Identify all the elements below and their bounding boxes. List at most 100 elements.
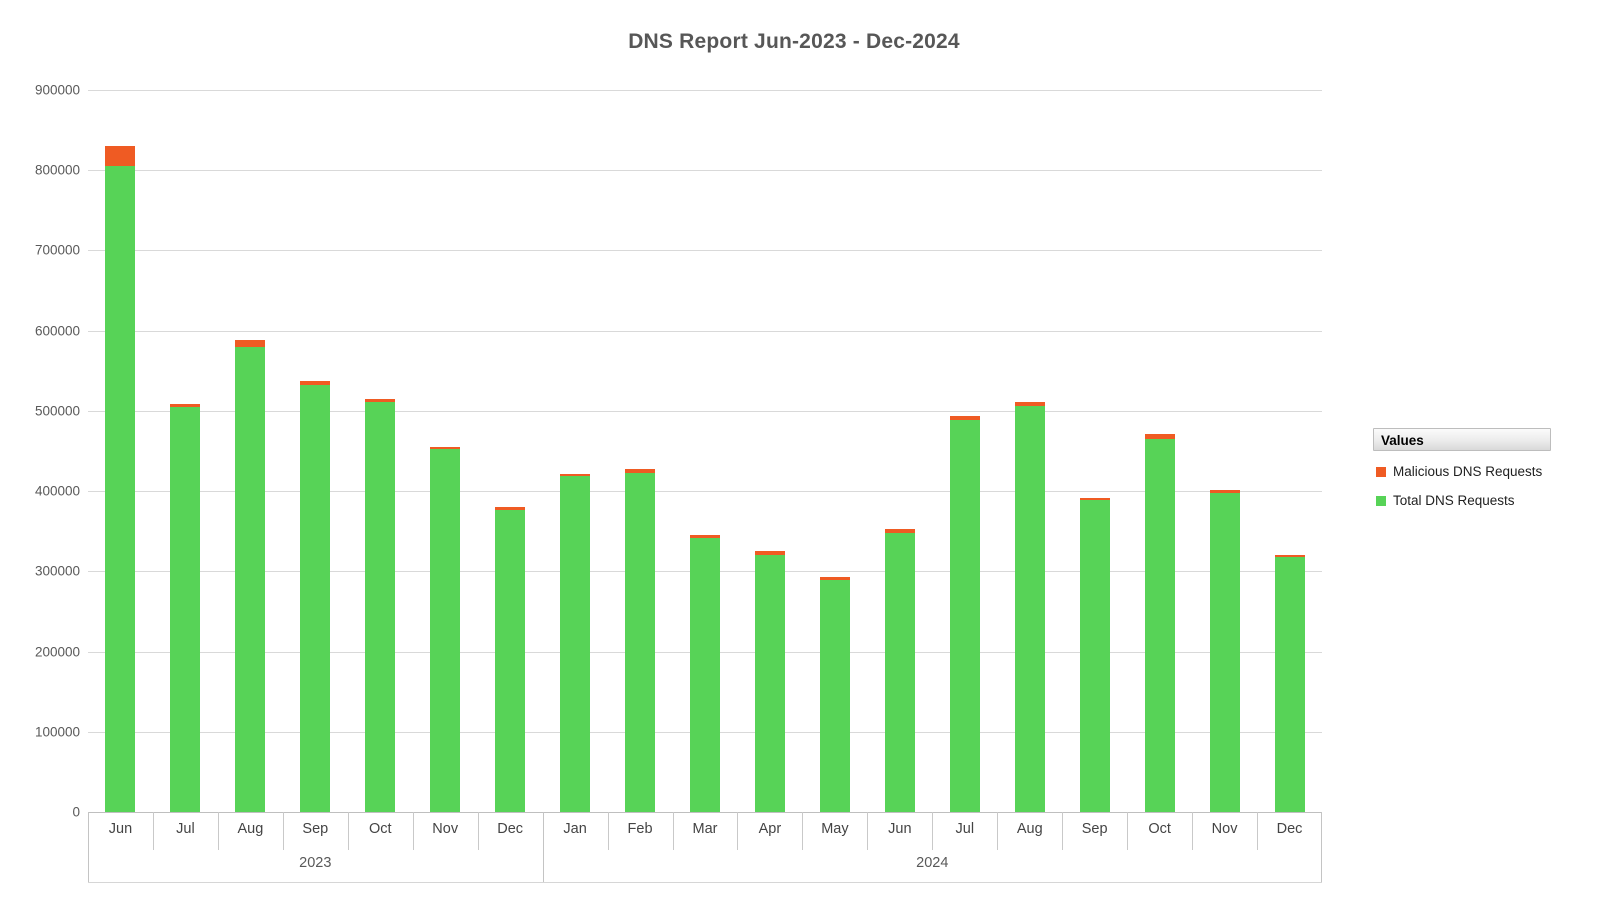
malicious-segment xyxy=(1144,434,1175,439)
gridline xyxy=(88,250,1322,251)
bar-aug-2024 xyxy=(1014,402,1045,812)
month-separator xyxy=(1127,812,1129,850)
malicious-segment xyxy=(560,474,591,476)
x-label-month: Aug xyxy=(1016,821,1043,837)
total-segment xyxy=(560,475,591,812)
legend-item: Total DNS Requests xyxy=(1373,492,1551,509)
chart-title: DNS Report Jun-2023 - Dec-2024 xyxy=(628,30,960,53)
bar-sep-2024 xyxy=(1079,498,1110,812)
legend-item: Malicious DNS Requests xyxy=(1373,463,1551,480)
malicious-segment xyxy=(819,576,850,581)
x-label-month: Dec xyxy=(497,821,524,837)
y-tick-label: 0 xyxy=(72,804,80,820)
bar-jun-2023 xyxy=(105,146,136,812)
month-separator xyxy=(477,812,479,850)
x-label-month: Feb xyxy=(627,821,653,837)
total-segment xyxy=(300,385,331,812)
bar-jan-2024 xyxy=(560,474,591,812)
total-segment xyxy=(754,555,785,812)
total-segment xyxy=(365,402,396,812)
values-field-button[interactable]: Values xyxy=(1373,428,1551,451)
legend-items: Malicious DNS Requests Total DNS Requests xyxy=(1373,463,1551,509)
malicious-segment xyxy=(430,446,461,450)
x-label-month: Nov xyxy=(1211,821,1238,837)
legend: Values Malicious DNS Requests Total DNS R… xyxy=(1373,428,1551,509)
month-separator xyxy=(802,812,804,850)
y-tick-label: 400000 xyxy=(34,483,80,499)
bar-feb-2024 xyxy=(625,468,656,812)
gridline xyxy=(88,331,1322,332)
total-segment xyxy=(1014,406,1045,812)
malicious-segment xyxy=(105,146,136,167)
malicious-segment xyxy=(1014,402,1045,407)
bar-mar-2024 xyxy=(690,535,720,812)
gridline xyxy=(88,411,1322,412)
bar-nov-2023 xyxy=(430,446,461,812)
malicious-segment xyxy=(495,507,526,511)
month-separator xyxy=(347,812,349,850)
x-label-month: May xyxy=(821,821,849,837)
y-tick-label: 100000 xyxy=(34,724,80,740)
malicious-segment xyxy=(1274,555,1305,557)
y-tick-label: 700000 xyxy=(34,242,80,258)
x-label-month: Nov xyxy=(432,821,459,837)
x-label-year: 2023 xyxy=(299,855,332,871)
total-segment xyxy=(884,532,915,812)
bar-jul-2023 xyxy=(170,404,201,812)
month-separator xyxy=(282,812,284,850)
total-segment xyxy=(235,346,266,812)
malicious-segment xyxy=(754,551,785,556)
total-segment xyxy=(495,510,526,812)
y-tick-label: 900000 xyxy=(34,82,80,98)
malicious-segment xyxy=(1209,490,1240,493)
total-segment xyxy=(1209,492,1240,812)
total-segment xyxy=(1144,438,1175,812)
bar-oct-2023 xyxy=(365,398,396,812)
month-separator xyxy=(997,812,999,850)
legend-swatch xyxy=(1376,495,1386,506)
x-label-month: Aug xyxy=(237,821,264,837)
total-segment xyxy=(1079,499,1110,812)
bar-nov-2024 xyxy=(1209,490,1240,812)
malicious-segment xyxy=(300,381,331,386)
total-segment xyxy=(690,537,720,812)
malicious-segment xyxy=(625,468,656,473)
x-label-month: Jul xyxy=(955,821,975,837)
total-segment xyxy=(430,449,461,812)
x-label-month: Dec xyxy=(1276,821,1303,837)
gridline xyxy=(88,491,1322,492)
legend-swatch xyxy=(1376,466,1386,477)
y-tick-label: 500000 xyxy=(34,403,80,419)
month-separator xyxy=(152,812,154,850)
bar-may-2024 xyxy=(819,576,850,812)
month-separator xyxy=(217,812,219,850)
x-label-month: Sep xyxy=(302,821,329,837)
bar-jun-2024 xyxy=(884,528,915,812)
total-segment xyxy=(625,472,656,812)
month-separator xyxy=(1192,812,1194,850)
malicious-segment xyxy=(235,340,266,347)
bar-apr-2024 xyxy=(754,551,785,812)
malicious-segment xyxy=(884,528,915,533)
x-label-month: Oct xyxy=(1148,821,1171,837)
y-tick-label: 200000 xyxy=(34,644,80,660)
x-label-year: 2024 xyxy=(916,855,949,871)
x-label-month: Oct xyxy=(368,821,392,837)
bar-aug-2023 xyxy=(235,340,266,812)
malicious-segment xyxy=(365,398,396,403)
month-separator xyxy=(1257,812,1259,850)
month-separator xyxy=(1062,812,1064,850)
year-separator xyxy=(88,812,89,882)
x-axis-bottom-line xyxy=(88,882,1322,883)
malicious-segment xyxy=(170,404,201,407)
y-tick-label: 300000 xyxy=(34,563,80,579)
malicious-segment xyxy=(1079,498,1110,500)
month-separator xyxy=(412,812,414,850)
total-segment xyxy=(170,406,201,812)
y-tick-label: 600000 xyxy=(34,323,80,339)
month-separator xyxy=(932,812,934,850)
malicious-segment xyxy=(690,535,720,538)
x-axis-line xyxy=(88,812,1322,813)
bar-oct-2024 xyxy=(1144,434,1175,812)
